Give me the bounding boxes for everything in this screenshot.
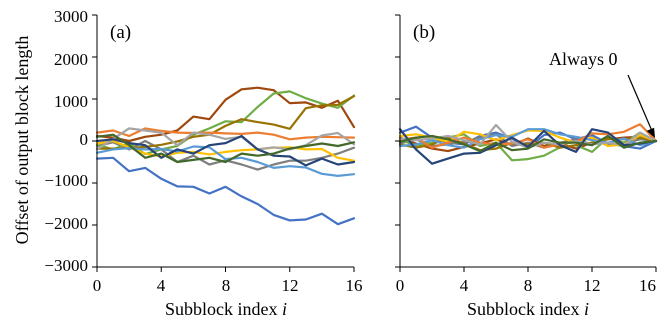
tick-marks-a: [92, 14, 355, 272]
x-tick-label: 4: [157, 276, 166, 295]
x-axis-title-var: i: [282, 299, 287, 319]
y-tick-label: 2000: [54, 50, 88, 69]
x-axis-title-a: Subblock index i: [165, 299, 287, 319]
series-line-8: [95, 127, 356, 141]
x-axis-title-var: i: [584, 299, 589, 319]
x-axis-title-text: Subblock index: [467, 299, 584, 319]
series-line-6: [95, 139, 356, 162]
y-tick-label: 0: [80, 130, 89, 149]
series-line-11: [95, 133, 356, 164]
annotation-arrow: [627, 74, 653, 132]
x-tick-label: 12: [584, 276, 601, 295]
x-tick-label: 16: [639, 276, 656, 295]
x-tick-label: 8: [524, 276, 533, 295]
series-line-6: [398, 129, 658, 148]
annotation-always-zero: Always 0: [549, 49, 618, 69]
series-line-10: [398, 128, 658, 165]
series-line-9: [95, 127, 356, 151]
series-line-10: [95, 134, 356, 167]
x-axis-title-b: Subblock index i: [467, 299, 589, 319]
y-tick-label: −2000: [44, 214, 88, 233]
x-tick-labels-a: 0 4 8 12 16: [93, 276, 363, 295]
y-tick-label: −3000: [44, 256, 88, 275]
series-lines-a: [95, 86, 356, 226]
x-tick-label: 4: [460, 276, 469, 295]
y-tick-label: 3000: [54, 7, 88, 26]
x-tick-label: 16: [346, 276, 363, 295]
y-tick-label: −1000: [44, 171, 88, 190]
series-line-8: [398, 123, 658, 149]
x-tick-label: 0: [396, 276, 405, 295]
y-axis-title: Offset of output block length: [12, 36, 32, 245]
panel-b: 0 4 8 12 16 (b) Always 0 Subblock index …: [395, 14, 658, 319]
series-line-11: [398, 134, 658, 153]
tick-marks-b: [395, 14, 657, 272]
arrowhead-icon: [646, 127, 655, 138]
series-line-7: [95, 145, 356, 177]
x-tick-labels-b: 0 4 8 12 16: [396, 276, 656, 295]
panel-label-b: (b): [413, 22, 435, 43]
y-tick-labels-a: 3000 2000 1000 0 −1000 −2000 −3000: [44, 7, 88, 275]
x-axis-title-text: Subblock index: [165, 299, 282, 319]
series-lines-b: [398, 123, 658, 165]
series-line-2: [95, 86, 356, 143]
x-tick-label: 8: [222, 276, 231, 295]
panel-label-a: (a): [110, 22, 131, 43]
y-tick-label: 1000: [54, 92, 88, 111]
x-tick-label: 12: [282, 276, 299, 295]
x-tick-label: 0: [93, 276, 102, 295]
series-line-1: [95, 156, 356, 226]
panel-a: 3000 2000 1000 0 −1000 −2000 −3000 0 4 8…: [44, 7, 362, 319]
series-line-5: [95, 94, 356, 150]
